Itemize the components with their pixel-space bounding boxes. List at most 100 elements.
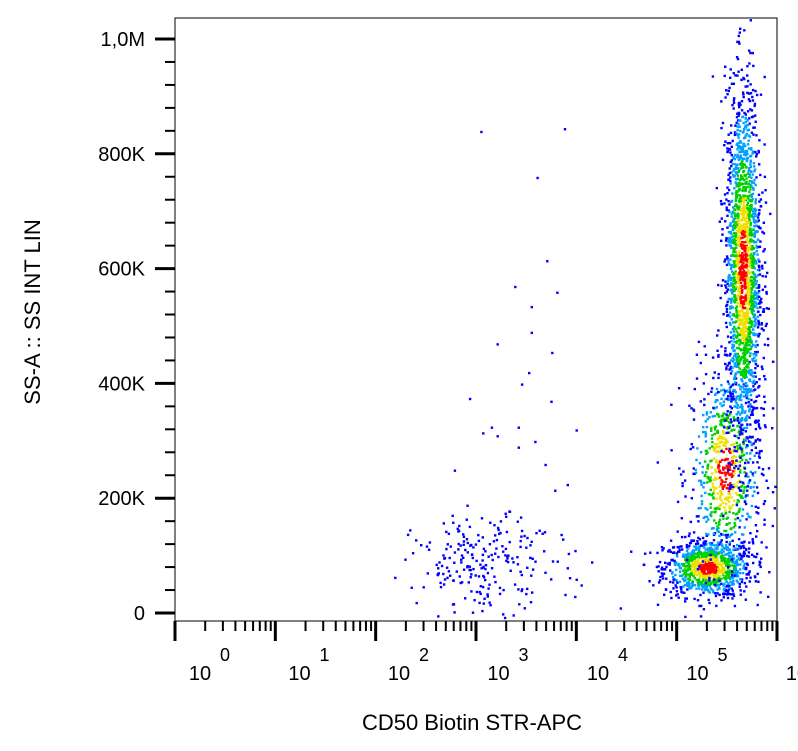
data-point xyxy=(730,576,733,579)
data-point xyxy=(719,437,723,440)
data-point xyxy=(743,258,746,262)
data-point xyxy=(714,400,717,404)
data-point xyxy=(740,554,744,558)
data-point xyxy=(750,283,753,286)
data-point xyxy=(437,567,440,570)
data-point xyxy=(739,188,742,191)
data-point xyxy=(752,212,755,216)
data-point xyxy=(703,572,706,575)
data-point xyxy=(742,169,746,173)
data-point xyxy=(727,89,730,93)
data-point xyxy=(732,99,736,102)
data-point xyxy=(748,218,751,221)
data-point xyxy=(685,543,689,547)
data-point xyxy=(740,228,743,231)
data-point xyxy=(733,208,736,211)
data-point xyxy=(702,546,706,549)
data-point xyxy=(725,477,728,481)
data-point xyxy=(750,309,753,312)
data-point xyxy=(732,206,735,209)
data-point xyxy=(744,369,748,372)
data-point xyxy=(762,310,766,313)
data-point xyxy=(719,476,722,479)
data-point xyxy=(726,560,730,563)
data-point xyxy=(728,548,731,552)
data-point xyxy=(731,210,735,213)
data-point xyxy=(740,276,743,280)
data-point xyxy=(742,453,746,456)
data-point xyxy=(566,567,569,570)
data-point xyxy=(740,166,744,169)
data-point xyxy=(475,590,479,594)
data-point xyxy=(732,231,736,235)
data-point xyxy=(702,577,706,580)
data-point xyxy=(741,352,745,355)
data-point xyxy=(748,570,751,573)
data-point xyxy=(702,541,705,545)
data-point xyxy=(742,384,746,388)
data-point xyxy=(734,124,737,127)
data-point xyxy=(754,323,757,327)
data-point xyxy=(756,572,759,576)
data-point xyxy=(737,141,740,145)
data-point xyxy=(723,74,726,78)
data-point xyxy=(738,361,741,364)
data-point xyxy=(756,268,759,272)
data-point xyxy=(741,432,744,435)
data-point xyxy=(708,601,711,605)
data-point xyxy=(713,563,716,566)
data-point xyxy=(690,573,694,576)
data-point xyxy=(693,545,696,548)
data-point xyxy=(741,417,744,420)
data-point xyxy=(730,292,734,295)
data-point xyxy=(716,492,719,495)
data-point xyxy=(693,597,696,601)
data-point xyxy=(696,568,700,571)
data-point xyxy=(682,573,685,576)
data-point xyxy=(699,615,703,618)
data-point xyxy=(749,271,752,274)
data-point xyxy=(437,615,440,618)
data-point xyxy=(736,424,739,428)
data-point xyxy=(743,306,747,310)
data-point xyxy=(723,582,726,585)
data-point xyxy=(737,500,740,503)
data-point xyxy=(742,567,745,570)
data-point xyxy=(726,214,729,217)
data-point xyxy=(720,493,723,496)
data-point xyxy=(467,581,470,584)
data-point xyxy=(748,304,751,307)
data-point xyxy=(466,504,469,507)
data-point xyxy=(746,317,749,321)
data-point xyxy=(735,502,739,505)
data-point xyxy=(752,309,755,313)
data-point xyxy=(723,467,726,470)
data-point xyxy=(704,559,707,562)
data-point xyxy=(741,342,745,345)
data-point xyxy=(748,379,752,383)
data-point xyxy=(709,555,712,559)
data-point xyxy=(760,407,763,410)
data-point xyxy=(737,189,740,192)
data-point xyxy=(755,286,758,290)
data-point xyxy=(712,376,715,380)
data-point xyxy=(735,330,738,333)
data-point xyxy=(723,417,726,420)
data-point xyxy=(750,232,754,236)
data-point xyxy=(753,224,756,228)
data-point xyxy=(739,139,742,143)
data-point xyxy=(733,521,736,525)
data-point xyxy=(732,157,735,160)
data-point xyxy=(754,471,757,474)
data-point xyxy=(538,529,541,532)
data-point xyxy=(732,82,735,85)
data-point xyxy=(470,573,473,576)
data-point xyxy=(738,421,741,425)
data-point xyxy=(496,526,500,530)
data-point xyxy=(730,239,733,243)
data-point xyxy=(732,277,735,280)
data-point xyxy=(703,560,706,563)
data-point xyxy=(747,481,750,485)
data-point xyxy=(760,322,764,325)
data-point xyxy=(480,130,483,134)
